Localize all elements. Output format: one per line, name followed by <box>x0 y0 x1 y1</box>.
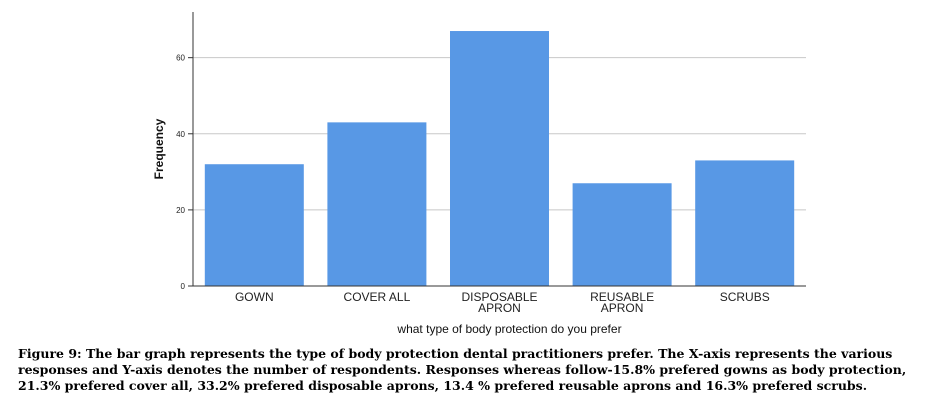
bar-2 <box>450 31 549 287</box>
bar-0 <box>204 164 304 286</box>
x-tick-label: COVER ALL <box>344 290 411 304</box>
x-tick-label: APRON <box>478 301 521 315</box>
bar-chart: 0 20 40 60 GOWN COVER ALL DISPOSABLE APRON REUSA… <box>152 12 806 336</box>
figure-caption: Figure 9: The bar graph represents the t… <box>18 346 907 393</box>
y-axis-title: Frequency <box>152 118 166 179</box>
y-tick-label: 0 <box>181 282 186 291</box>
x-tick-label: GOWN <box>235 290 274 304</box>
x-tick-label: DISPOSABLE <box>461 290 537 304</box>
x-axis-title: what type of body protection do you pref… <box>396 322 621 336</box>
bar-3 <box>572 183 672 286</box>
y-tick-label: 20 <box>176 206 185 215</box>
x-tick-label: SCRUBS <box>720 290 770 304</box>
y-tick-label: 60 <box>176 54 185 63</box>
bar-1 <box>327 122 427 286</box>
x-tick-label: REUSABLE <box>590 290 654 304</box>
y-tick-label: 40 <box>176 130 185 139</box>
x-tick-label: APRON <box>601 301 644 315</box>
bar-4 <box>695 160 795 286</box>
